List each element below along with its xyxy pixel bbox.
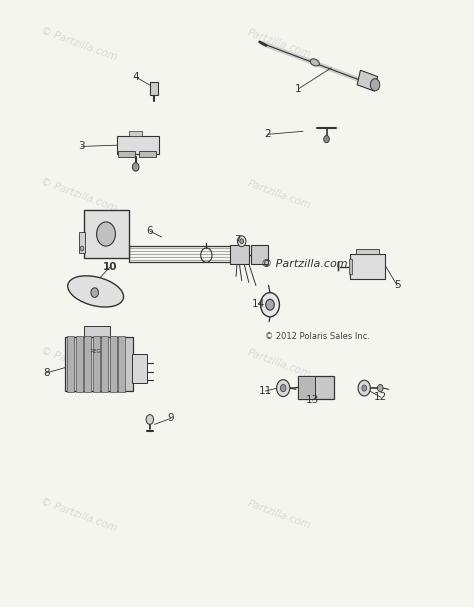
Bar xyxy=(84,336,91,392)
Bar xyxy=(132,354,146,383)
Circle shape xyxy=(377,384,383,392)
Bar xyxy=(128,131,142,135)
Bar xyxy=(298,376,334,399)
Text: Partzilla.com: Partzilla.com xyxy=(246,178,313,211)
Text: 12: 12 xyxy=(374,392,387,402)
Bar xyxy=(118,336,125,392)
Circle shape xyxy=(80,246,84,251)
Text: 4: 4 xyxy=(132,72,139,82)
Text: © Partzilla.com: © Partzilla.com xyxy=(39,345,118,382)
Circle shape xyxy=(370,79,380,91)
Bar xyxy=(230,245,249,263)
Circle shape xyxy=(324,135,329,143)
Circle shape xyxy=(280,384,286,392)
Bar xyxy=(357,70,378,91)
Circle shape xyxy=(240,239,244,243)
Text: 14: 14 xyxy=(252,299,265,308)
Bar xyxy=(84,326,110,337)
Bar xyxy=(350,254,385,279)
Text: 7: 7 xyxy=(234,235,240,245)
Bar xyxy=(76,336,83,392)
Bar xyxy=(139,151,156,157)
Bar xyxy=(84,210,128,258)
Bar xyxy=(356,248,379,254)
Bar xyxy=(93,336,100,392)
Text: 6: 6 xyxy=(146,226,153,236)
Bar xyxy=(150,82,158,95)
Text: 11: 11 xyxy=(259,386,272,396)
Text: 10: 10 xyxy=(102,262,117,273)
Circle shape xyxy=(362,385,366,391)
Text: 3: 3 xyxy=(78,141,85,151)
Bar xyxy=(251,245,268,263)
Text: Partzilla.com: Partzilla.com xyxy=(246,348,313,380)
Text: 5: 5 xyxy=(394,280,401,290)
Bar xyxy=(65,337,133,391)
Circle shape xyxy=(132,163,139,171)
Text: © Partzilla.com: © Partzilla.com xyxy=(39,497,118,534)
Text: © Partzilla.com: © Partzilla.com xyxy=(261,259,347,270)
Text: REG: REG xyxy=(91,350,101,354)
Circle shape xyxy=(91,288,99,297)
Text: © Partzilla.com: © Partzilla.com xyxy=(39,176,118,213)
Text: 8: 8 xyxy=(43,368,49,378)
Text: 1: 1 xyxy=(295,84,301,94)
Text: Partzilla.com: Partzilla.com xyxy=(246,27,313,60)
Bar xyxy=(67,336,74,392)
Circle shape xyxy=(146,415,154,424)
Bar xyxy=(101,336,109,392)
Circle shape xyxy=(358,380,370,396)
Bar xyxy=(110,336,117,392)
Circle shape xyxy=(277,379,290,396)
Circle shape xyxy=(266,299,274,310)
Circle shape xyxy=(97,222,116,246)
Bar xyxy=(79,232,85,253)
Text: © 2012 Polaris Sales Inc.: © 2012 Polaris Sales Inc. xyxy=(265,332,370,341)
Bar xyxy=(118,151,135,157)
Bar xyxy=(349,259,353,274)
Text: 13: 13 xyxy=(306,395,319,405)
Bar xyxy=(298,376,315,399)
Circle shape xyxy=(237,236,246,246)
Text: 2: 2 xyxy=(264,129,271,140)
Text: 9: 9 xyxy=(168,413,174,423)
Bar xyxy=(117,135,159,154)
Text: © Partzilla.com: © Partzilla.com xyxy=(39,25,118,62)
Ellipse shape xyxy=(310,59,319,66)
Circle shape xyxy=(261,293,279,317)
Text: Partzilla.com: Partzilla.com xyxy=(246,499,313,531)
Ellipse shape xyxy=(68,276,124,307)
